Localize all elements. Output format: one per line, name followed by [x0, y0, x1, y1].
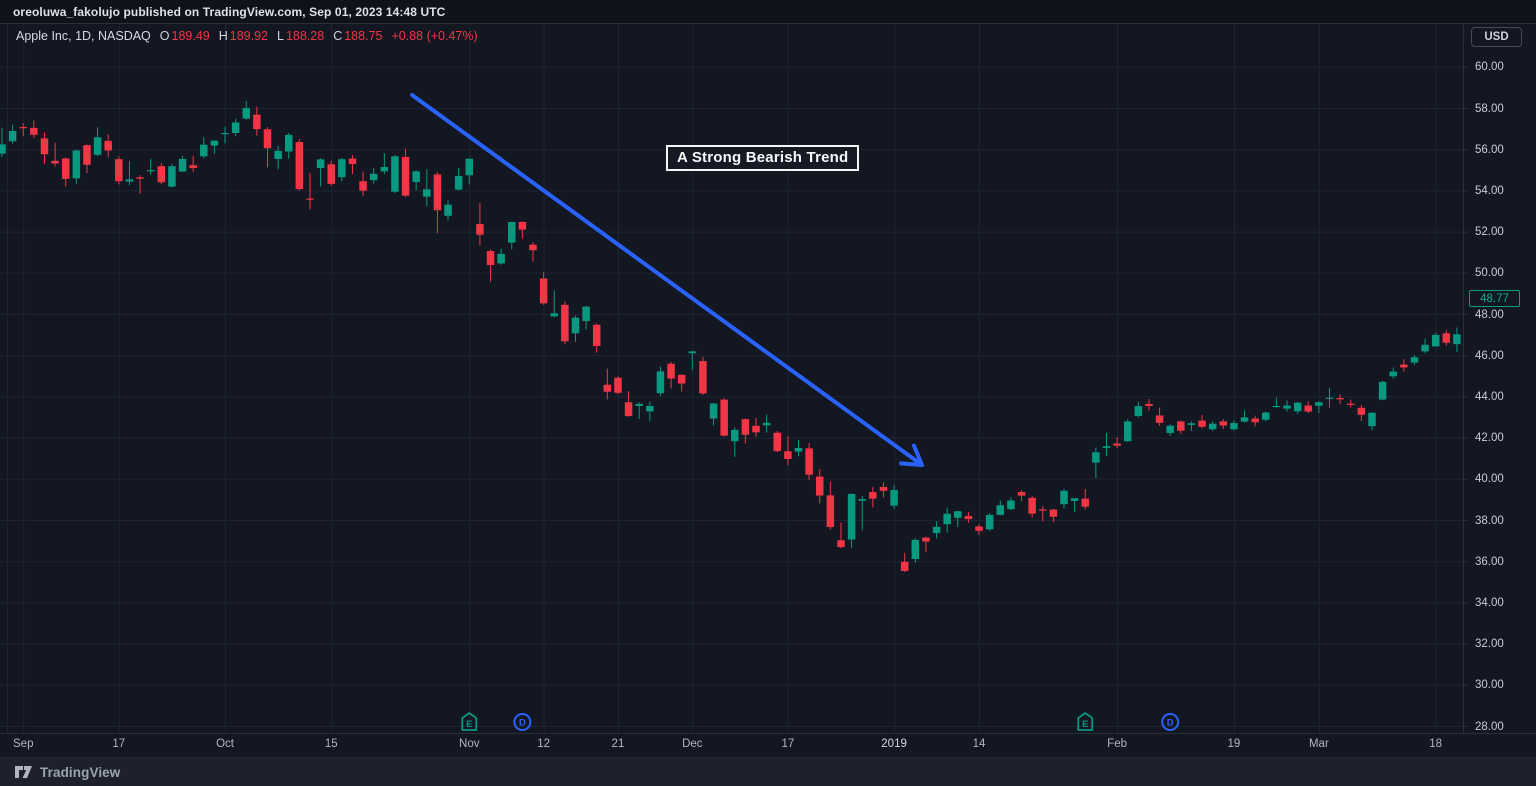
footer: TradingView — [0, 757, 1536, 786]
change-value: +0.88 (+0.47%) — [391, 29, 478, 43]
price-axis-label: 52.00 — [1475, 226, 1504, 239]
price-axis-label: 36.00 — [1475, 555, 1504, 568]
last-price-tag: 48.77 — [1469, 290, 1520, 307]
price-axis-label: 28.00 — [1475, 720, 1504, 733]
dividend-icon: D — [1161, 713, 1180, 731]
time-axis-label: 15 — [324, 738, 338, 750]
time-axis-label: Dec — [682, 738, 703, 750]
high-value: 189.92 — [229, 29, 269, 43]
earnings-icon: E — [461, 712, 478, 731]
tradingview-wordmark[interactable]: TradingView — [40, 764, 121, 780]
price-axis-label: 46.00 — [1475, 349, 1504, 362]
ohlc-low: L 188.28 — [277, 29, 324, 43]
price-axis-label: 50.00 — [1475, 267, 1504, 280]
publish-text: oreoluwa_fakolujo published on TradingVi… — [13, 4, 446, 19]
price-axis-label: 56.00 — [1475, 143, 1504, 156]
price-axis-label: 54.00 — [1475, 184, 1504, 197]
time-axis-label: 21 — [611, 738, 625, 750]
time-axis-label: Oct — [216, 738, 234, 750]
svg-text:D: D — [519, 718, 526, 729]
price-axis-label: 58.00 — [1475, 102, 1504, 115]
price-axis-label: 34.00 — [1475, 596, 1504, 609]
price-axis-label: 32.00 — [1475, 638, 1504, 651]
price-axis-label: 44.00 — [1475, 390, 1504, 403]
symbol-title: Apple Inc, 1D, NASDAQ — [16, 29, 151, 43]
time-axis-label: Sep — [13, 738, 34, 750]
svg-text:D: D — [1167, 718, 1174, 729]
earnings-icon: E — [1077, 712, 1094, 731]
time-axis-label: Feb — [1107, 738, 1128, 750]
close-value: 188.75 — [344, 29, 383, 43]
tradingview-logo-icon[interactable] — [14, 765, 33, 779]
time-axis-label: 14 — [972, 738, 986, 750]
close-label: C — [333, 29, 343, 43]
price-axis-label: 38.00 — [1475, 514, 1504, 527]
time-axis-label: Nov — [459, 738, 480, 750]
time-axis-label: Mar — [1308, 738, 1329, 750]
svg-text:E: E — [466, 719, 472, 730]
price-axis-label: 42.00 — [1475, 432, 1504, 445]
price-axis-label: 40.00 — [1475, 473, 1504, 486]
price-axis-label: 60.00 — [1475, 61, 1504, 74]
svg-text:E: E — [1082, 719, 1088, 730]
time-axis-label: 17 — [112, 738, 126, 750]
ohlc-close: C 188.75 — [333, 29, 382, 43]
time-axis-label: 19 — [1227, 738, 1241, 750]
currency-button[interactable]: USD — [1471, 27, 1522, 47]
open-value: 189.49 — [171, 29, 210, 43]
publish-bar: oreoluwa_fakolujo published on TradingVi… — [0, 0, 1536, 24]
ohlc-open: O 189.49 — [160, 29, 210, 43]
time-axis-label: 18 — [1429, 738, 1443, 750]
low-value: 188.28 — [285, 29, 325, 43]
low-label: L — [277, 29, 284, 43]
open-label: O — [159, 29, 170, 43]
trend-annotation[interactable]: A Strong Bearish Trend — [666, 145, 860, 171]
time-axis-label: 17 — [781, 738, 795, 750]
high-label: H — [218, 29, 228, 43]
candles-layer — [0, 100, 1461, 572]
ohlc-high: H 189.92 — [219, 29, 268, 43]
dividend-icon: D — [513, 713, 532, 731]
price-axis-label: 30.00 — [1475, 679, 1504, 692]
price-axis-label: 48.00 — [1475, 308, 1504, 321]
time-axis-label: 2019 — [881, 738, 907, 750]
time-axis-label: 12 — [537, 738, 551, 750]
